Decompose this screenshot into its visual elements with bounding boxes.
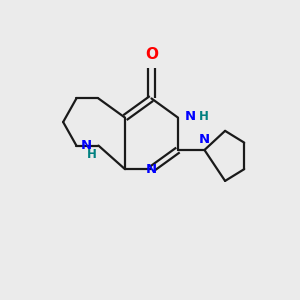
Text: H: H (199, 110, 208, 123)
Text: N: N (146, 163, 157, 176)
Text: N: N (81, 139, 92, 152)
Text: N: N (184, 110, 196, 123)
Text: N: N (199, 133, 210, 146)
Text: O: O (145, 47, 158, 62)
Text: H: H (87, 148, 97, 161)
